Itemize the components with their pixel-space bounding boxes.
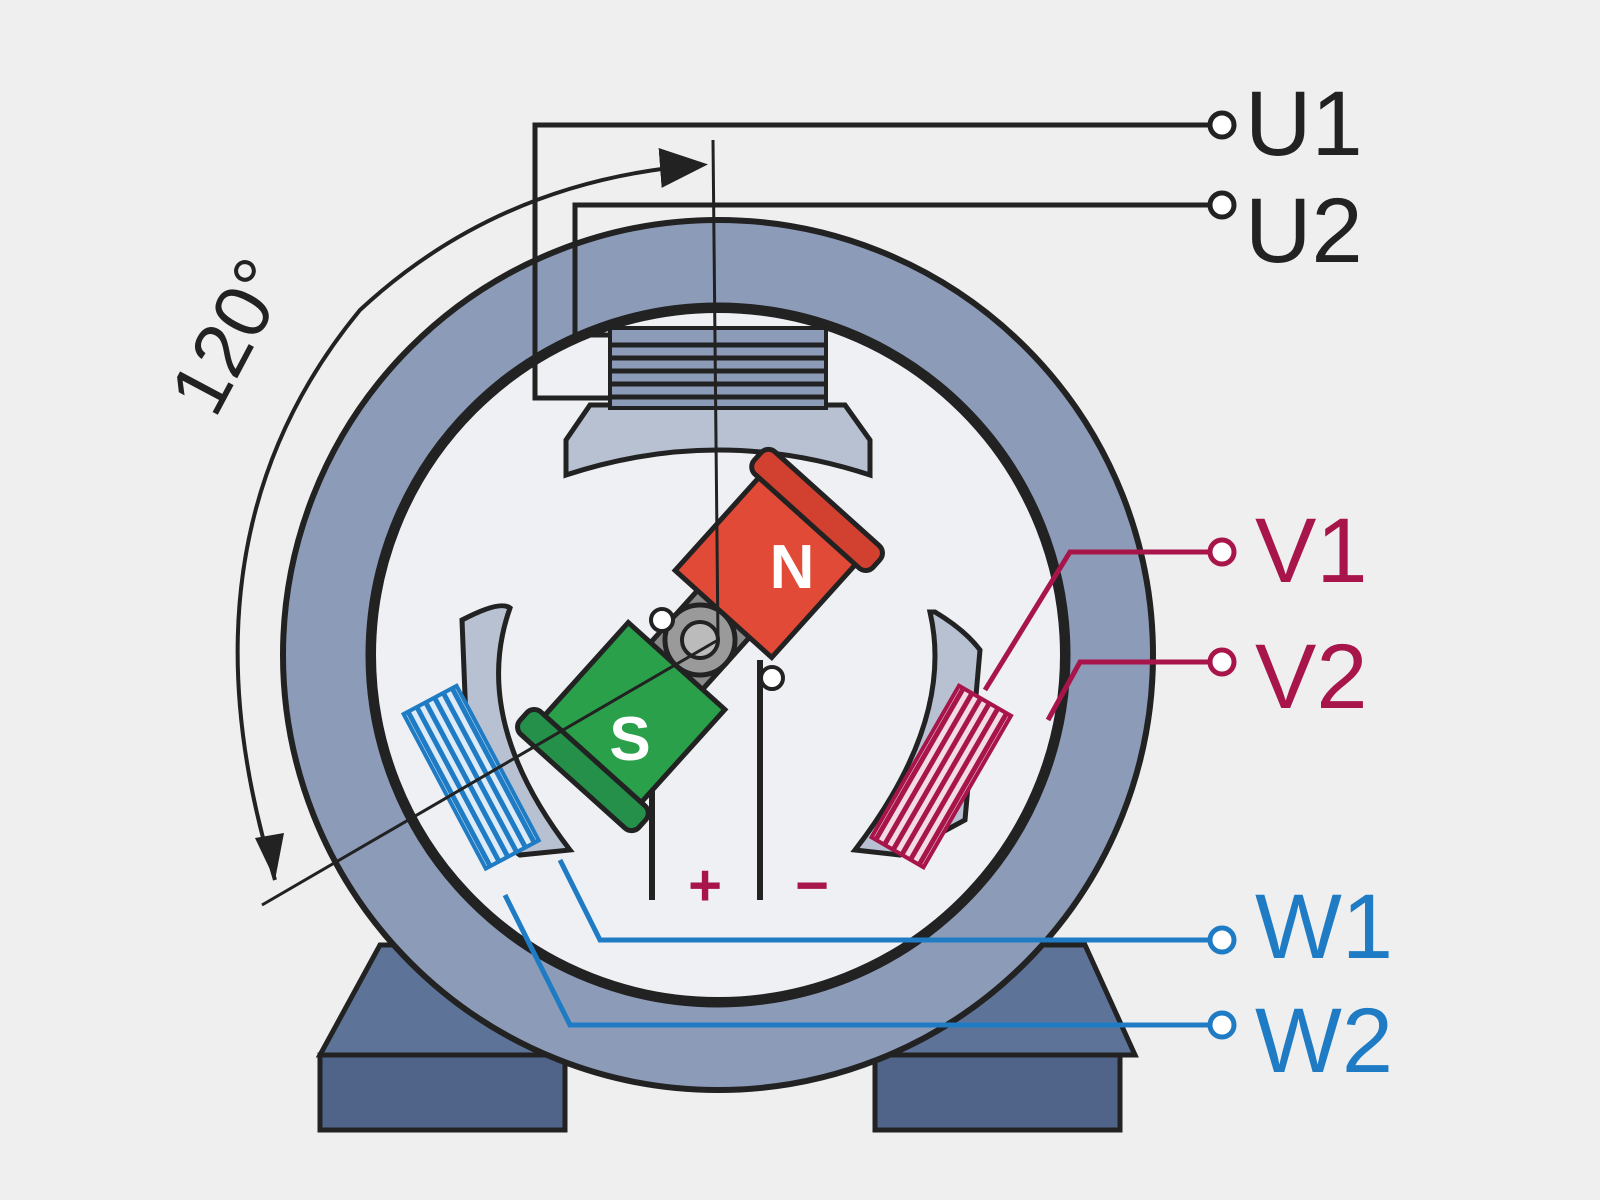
angle-arc-start-arrow xyxy=(255,833,284,880)
south-pole-cap xyxy=(515,706,651,834)
terminal-u2[interactable] xyxy=(1207,190,1237,220)
contact-right xyxy=(759,665,785,691)
reference-axis-vertical xyxy=(711,139,720,641)
wires-w xyxy=(502,858,1210,1028)
wire-u2 xyxy=(572,202,1210,338)
terminal-label-u2: U2 xyxy=(1245,180,1363,282)
coil-v xyxy=(868,682,1014,871)
wires-u xyxy=(532,122,1210,401)
coil-w xyxy=(400,683,542,872)
terminal-v2[interactable] xyxy=(1207,647,1237,677)
plus-sign: + xyxy=(688,853,722,918)
coil-u xyxy=(610,342,826,400)
wire-w1 xyxy=(557,858,1210,943)
terminal-label-u1: U1 xyxy=(1245,73,1363,175)
right-foot-base xyxy=(872,1052,1123,1133)
wires-v xyxy=(982,549,1210,722)
left-foot-base xyxy=(317,1052,568,1133)
minus-sign: − xyxy=(795,853,829,918)
wire-u1 xyxy=(532,122,1210,401)
rotor-hub-inner xyxy=(680,620,720,660)
terminal-label-v1: V1 xyxy=(1255,500,1368,602)
pole-shoe-top xyxy=(563,402,873,479)
terminal-w1[interactable] xyxy=(1207,925,1237,955)
terminal-w2[interactable] xyxy=(1207,1010,1237,1040)
angle-indicator xyxy=(235,139,720,907)
wire-v1 xyxy=(982,549,1210,692)
reference-axis-diagonal xyxy=(261,638,719,907)
terminal-v1[interactable] xyxy=(1207,537,1237,567)
terminal-label-v2: V2 xyxy=(1255,626,1368,728)
north-pole-label: N xyxy=(770,533,815,602)
south-pole-label: S xyxy=(609,705,650,774)
north-pole-cap xyxy=(749,446,885,574)
angle-label: 120° xyxy=(152,244,305,428)
angle-arc xyxy=(235,148,708,881)
terminal-label-w1: W1 xyxy=(1255,876,1393,978)
terminal-u1[interactable] xyxy=(1207,110,1237,140)
terminal-label-w2: W2 xyxy=(1255,990,1393,1092)
wire-v2 xyxy=(1045,659,1210,722)
wire-w2 xyxy=(502,893,1210,1028)
contact-left xyxy=(649,607,675,633)
